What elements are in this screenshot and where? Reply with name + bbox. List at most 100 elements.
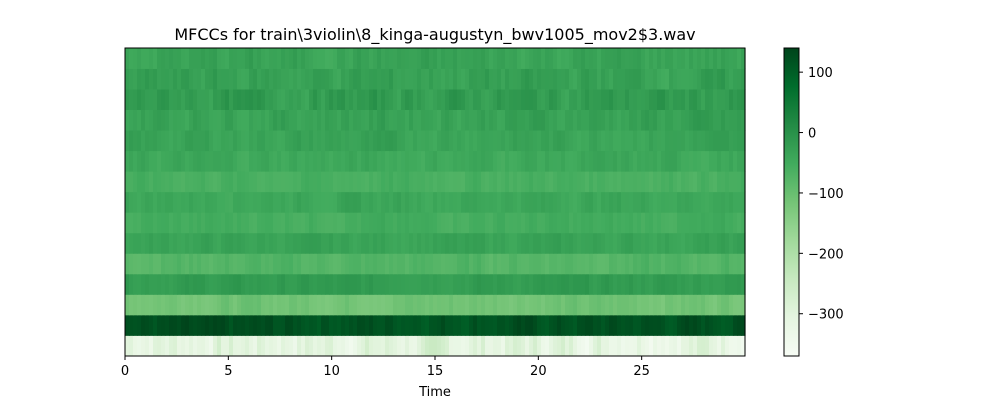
heatmap-cell [409,109,414,131]
heatmap-cell [457,212,462,234]
heatmap-cell [185,253,190,275]
heatmap-cell [405,191,410,213]
heatmap-cell [137,109,142,131]
heatmap-cell [329,48,334,69]
heatmap-cell [313,212,318,234]
heatmap-cell [577,48,582,69]
heatmap-cell [405,150,410,172]
heatmap-cell [449,212,454,234]
heatmap-cell [417,48,422,69]
heatmap-cell [341,171,346,193]
heatmap-cell [653,232,658,254]
heatmap-cell [425,89,430,110]
heatmap-cell [429,191,434,213]
heatmap-cell [317,68,322,90]
heatmap-cell [445,232,450,254]
heatmap-cell [581,150,586,172]
heatmap-cell [293,48,298,69]
heatmap-cell [689,191,694,213]
heatmap-cell [625,171,630,193]
heatmap-cell [657,89,662,110]
heatmap-cell [485,253,490,275]
heatmap-cell [533,130,538,152]
heatmap-cell [465,314,470,336]
heatmap-cell [253,171,258,193]
heatmap-cell [557,68,562,90]
heatmap-cell [369,273,374,295]
heatmap-cell [193,191,198,213]
heatmap-cell [637,232,642,254]
heatmap-cell [721,150,726,172]
heatmap-cell [229,89,234,110]
heatmap-cell [597,48,602,69]
heatmap-cell [589,109,594,131]
heatmap-cell [337,130,342,152]
heatmap-cell [173,273,178,295]
heatmap-cell [469,130,474,152]
heatmap-cell [165,294,170,316]
heatmap-cell [285,294,290,316]
heatmap-cell [645,48,650,69]
heatmap-cell [605,232,610,254]
heatmap-cell [233,150,238,172]
heatmap-cell [449,48,454,69]
heatmap-cell [497,314,502,336]
heatmap-cell [337,171,342,193]
heatmap-cell [213,68,218,90]
heatmap-cell [669,335,674,357]
heatmap-cell [525,48,530,69]
heatmap-cell [489,191,494,213]
heatmap-cell [557,314,562,336]
heatmap-cell [321,150,326,172]
heatmap-cell [201,191,206,213]
heatmap-cell [305,212,310,234]
heatmap-cell [325,89,330,110]
heatmap-cell [309,68,314,90]
heatmap-cell [249,232,254,254]
heatmap-cell [133,191,138,213]
heatmap-cell [285,89,290,110]
heatmap-cell [285,171,290,193]
heatmap-cell [605,171,610,193]
heatmap-cell [529,253,534,275]
heatmap-cell [529,314,534,336]
heatmap-cell [357,314,362,336]
heatmap-cell [421,171,426,193]
heatmap-cell [401,68,406,90]
heatmap-cell [585,314,590,336]
heatmap-cell [517,109,522,131]
heatmap-cell [553,68,558,90]
heatmap-cell [349,171,354,193]
heatmap-cell [473,212,478,234]
heatmap-cell [469,253,474,275]
heatmap-cell [725,314,730,336]
heatmap-cell [161,68,166,90]
heatmap-cell [533,109,538,131]
heatmap-cell [341,314,346,336]
heatmap-cell [473,294,478,316]
heatmap-cell [573,191,578,213]
heatmap-cell [373,273,378,295]
heatmap-cell [693,150,698,172]
heatmap-cell [197,171,202,193]
heatmap-cell [573,171,578,193]
heatmap-cell [401,109,406,131]
heatmap-cell [689,48,694,69]
heatmap-cell [689,130,694,152]
heatmap-cell [205,314,210,336]
heatmap-cell [741,232,746,254]
heatmap-cell [537,68,542,90]
heatmap-cell [725,273,730,295]
heatmap-cell [621,109,626,131]
heatmap-cell [609,232,614,254]
heatmap-cell [741,68,746,90]
heatmap-cell [673,68,678,90]
heatmap-cell [637,68,642,90]
heatmap-cell [533,150,538,172]
heatmap-cell [453,68,458,90]
heatmap-cell [417,253,422,275]
heatmap-cell [313,89,318,110]
heatmap-cell [481,48,486,69]
heatmap-cell [353,109,358,131]
heatmap-cell [353,48,358,69]
